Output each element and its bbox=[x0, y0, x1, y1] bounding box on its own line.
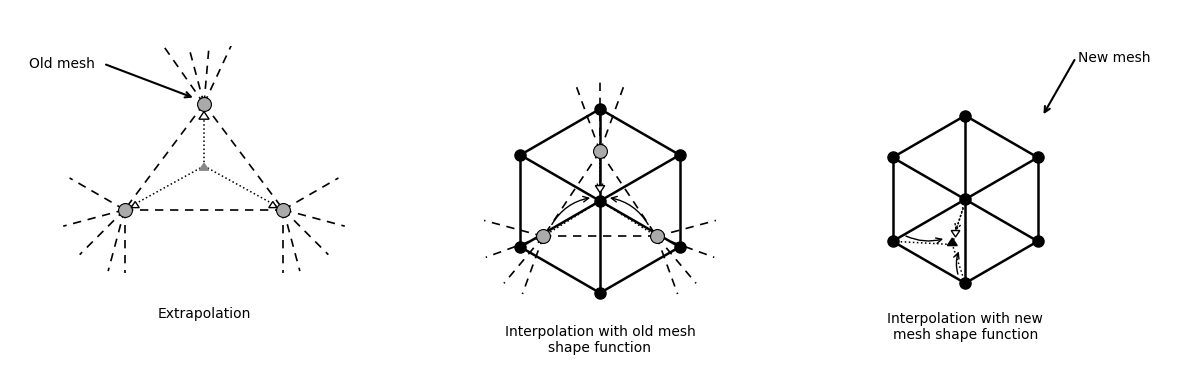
Text: Interpolation with old mesh
shape function: Interpolation with old mesh shape functi… bbox=[505, 325, 695, 355]
Text: Interpolation with new
mesh shape function: Interpolation with new mesh shape functi… bbox=[887, 312, 1043, 343]
Polygon shape bbox=[952, 230, 960, 237]
Text: Old mesh: Old mesh bbox=[29, 56, 95, 71]
Text: New mesh: New mesh bbox=[1078, 50, 1151, 65]
Polygon shape bbox=[269, 202, 277, 208]
Polygon shape bbox=[595, 186, 605, 193]
Polygon shape bbox=[199, 163, 209, 170]
Polygon shape bbox=[131, 202, 139, 208]
Text: Extrapolation: Extrapolation bbox=[157, 307, 251, 321]
Polygon shape bbox=[947, 238, 958, 246]
Polygon shape bbox=[199, 111, 209, 119]
